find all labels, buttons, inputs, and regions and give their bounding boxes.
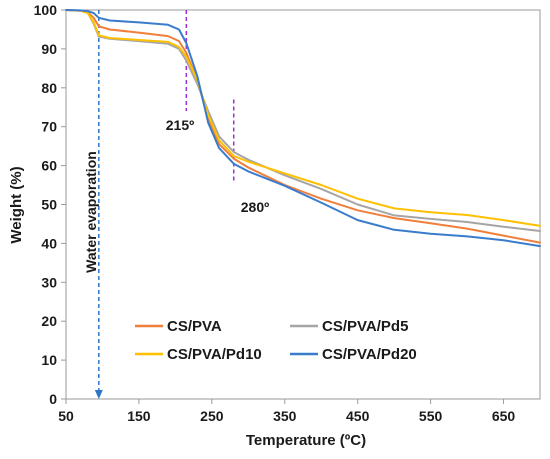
x-tick-label: 250 [200,408,224,424]
label-215: 215º [166,117,194,133]
series-line-cs-pva-pd5 [66,10,540,231]
x-tick-label: 150 [127,408,151,424]
legend-label-cs-pva-pd20: CS/PVA/Pd20 [322,346,417,363]
y-tick-label: 40 [41,235,57,251]
series-line-cs-pva [66,10,540,243]
plot-area [66,10,540,399]
x-tick-label: 650 [492,408,516,424]
y-tick-label: 10 [41,352,57,368]
annotations: 215º 280º Water evaporation [83,10,269,399]
water-evaporation-arrowhead [95,390,103,399]
y-axis-ticks: 0 10 20 30 40 50 60 70 80 90 100 [34,2,66,407]
y-tick-label: 80 [41,80,57,96]
x-axis-title: Temperature (ºC) [246,432,366,449]
x-axis-ticks: 50 150 250 350 450 550 650 [58,399,515,424]
series-lines [66,10,540,246]
legend-label-cs-pva: CS/PVA [167,318,222,335]
water-evaporation-label: Water evaporation [83,151,99,273]
y-tick-label: 20 [41,313,57,329]
legend: CS/PVA CS/PVA/Pd5 CS/PVA/Pd10 CS/PVA/Pd20 [135,318,417,363]
x-tick-label: 350 [273,408,297,424]
series-line-cs-pva-pd20 [66,10,540,246]
plot-border [66,10,540,399]
y-tick-label: 0 [49,391,57,407]
y-axis-title: Weight (%) [8,166,25,243]
x-tick-label: 450 [346,408,370,424]
y-tick-label: 30 [41,274,57,290]
y-tick-label: 50 [41,197,57,213]
legend-label-cs-pva-pd5: CS/PVA/Pd5 [322,318,408,335]
y-tick-label: 90 [41,41,57,57]
y-tick-label: 60 [41,158,57,174]
legend-label-cs-pva-pd10: CS/PVA/Pd10 [167,346,262,363]
label-280: 280º [241,199,269,215]
y-tick-label: 100 [34,2,58,18]
y-tick-label: 70 [41,119,57,135]
x-tick-label: 50 [58,408,74,424]
x-tick-label: 550 [419,408,443,424]
